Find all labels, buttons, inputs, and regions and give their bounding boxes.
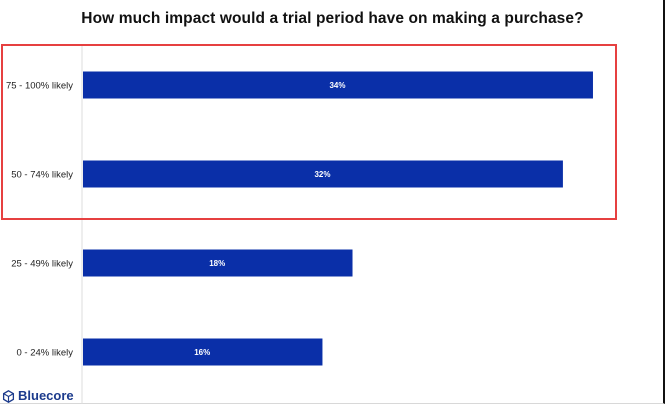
brand-logo: Bluecore bbox=[2, 389, 74, 403]
bar-3 bbox=[83, 249, 353, 277]
data-label-4: 16% bbox=[194, 348, 210, 357]
bar-1 bbox=[83, 71, 593, 99]
category-label-1: 75 - 100% likely bbox=[6, 81, 73, 92]
bar-2 bbox=[83, 160, 563, 188]
category-label-3: 25 - 49% likely bbox=[11, 259, 73, 270]
brand-name: Bluecore bbox=[18, 388, 74, 403]
category-label-4: 0 - 24% likely bbox=[17, 348, 74, 359]
bluecore-cube-icon bbox=[2, 389, 15, 403]
highlight-box bbox=[1, 44, 617, 220]
chart-title: How much impact would a trial period hav… bbox=[81, 10, 584, 27]
data-label-1: 34% bbox=[329, 81, 345, 90]
bar-4 bbox=[83, 338, 323, 366]
data-label-2: 32% bbox=[314, 170, 330, 179]
category-label-2: 50 - 74% likely bbox=[11, 170, 73, 181]
data-label-3: 18% bbox=[209, 259, 225, 268]
